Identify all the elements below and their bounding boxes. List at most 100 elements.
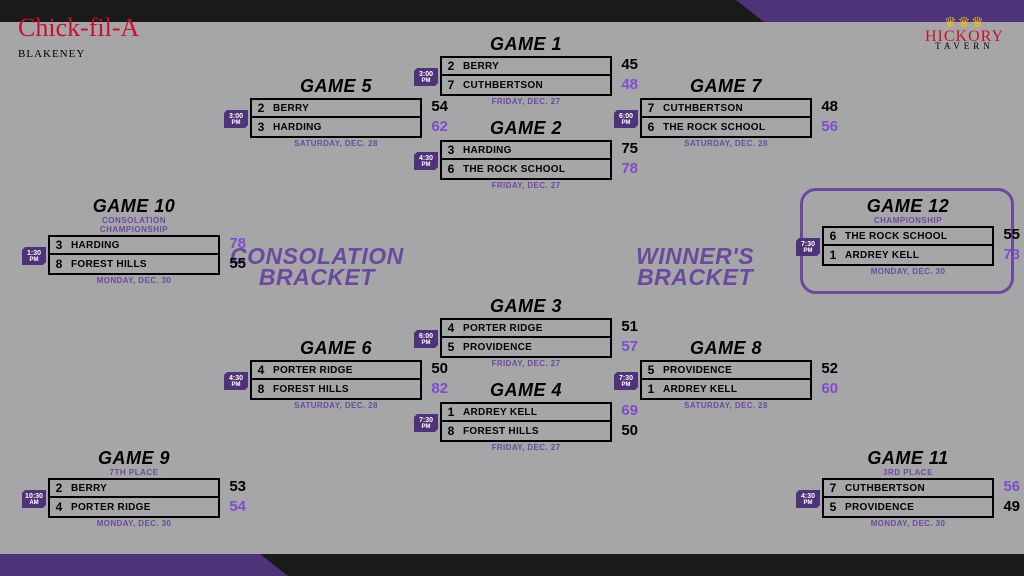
score-2: 60 [821, 380, 838, 397]
seed: 2 [442, 59, 460, 73]
matchup-row-1: 5 PROVIDENCE [640, 360, 812, 380]
score-1: 75 [621, 140, 638, 157]
game-time: 7:30PM [414, 414, 438, 432]
score-2: 56 [821, 118, 838, 135]
score-1: 56 [1003, 478, 1020, 495]
game-time: 10:30AM [22, 490, 46, 508]
matchup-row-2: 5 PROVIDENCE [822, 498, 994, 518]
score-1: 50 [431, 360, 448, 377]
game-date: SATURDAY, DEC. 28 [640, 401, 812, 410]
team-name: CUTHBERTSON [842, 483, 992, 494]
game-title: GAME 3 [440, 296, 612, 317]
team-name: THE ROCK SCHOOL [842, 231, 992, 242]
game-date: FRIDAY, DEC. 27 [440, 443, 612, 452]
seed: 3 [50, 238, 68, 252]
matchup-row-1: 3 HARDING [440, 140, 612, 160]
sponsor-logo-right: ♛♛♛ HICKORY TAVERN [925, 18, 1004, 51]
team-name: PORTER RIDGE [68, 502, 218, 513]
seed: 6 [642, 120, 660, 134]
matchup-row-2: 6 THE ROCK SCHOOL [640, 118, 812, 138]
game-rows: 4:30PM 4 PORTER RIDGE 8 FOREST HILLS 50 … [250, 360, 422, 400]
game-title: GAME 4 [440, 380, 612, 401]
game-time: 1:30PM [22, 247, 46, 265]
team-name: CUTHBERTSON [660, 103, 810, 114]
game-7: GAME 7 6:00PM 7 CUTHBERTSON 6 THE ROCK S… [640, 76, 812, 148]
game-date: MONDAY, DEC. 30 [822, 267, 994, 276]
matchup-row-2: 4 PORTER RIDGE [48, 498, 220, 518]
matchup-row-1: 2 BERRY [250, 98, 422, 118]
team-name: FOREST HILLS [460, 426, 610, 437]
game-3: GAME 3 6:00PM 4 PORTER RIDGE 5 PROVIDENC… [440, 296, 612, 368]
matchup-row-1: 2 BERRY [440, 56, 612, 76]
seed: 1 [442, 405, 460, 419]
game-6: GAME 6 4:30PM 4 PORTER RIDGE 8 FOREST HI… [250, 338, 422, 410]
matchup-row-2: 8 FOREST HILLS [48, 255, 220, 275]
game-date: MONDAY, DEC. 30 [822, 519, 994, 528]
score-1: 53 [229, 478, 246, 495]
consolation-bracket-title: CONSOLATION BRACKET [230, 246, 404, 288]
score-1: 69 [621, 402, 638, 419]
game-date: SATURDAY, DEC. 28 [250, 401, 422, 410]
sponsor-right-sub: TAVERN [925, 43, 1004, 51]
game-title: GAME 1 [440, 34, 612, 55]
game-2: GAME 2 4:30PM 3 HARDING 6 THE ROCK SCHOO… [440, 118, 612, 190]
team-name: CUTHBERTSON [460, 80, 610, 91]
matchup-row-2: 5 PROVIDENCE [440, 338, 612, 358]
score-1: 48 [821, 98, 838, 115]
game-rows: 7:30PM 6 THE ROCK SCHOOL 1 ARDREY KELL 5… [822, 226, 994, 266]
team-name: ARDREY KELL [660, 384, 810, 395]
matchup-row-1: 3 HARDING [48, 235, 220, 255]
matchup-row-2: 3 HARDING [250, 118, 422, 138]
score-1: 52 [821, 360, 838, 377]
game-title: GAME 7 [640, 76, 812, 97]
game-rows: 1:30PM 3 HARDING 8 FOREST HILLS 78 55 [48, 235, 220, 275]
game-rows: 4:30PM 7 CUTHBERTSON 5 PROVIDENCE 56 49 [822, 478, 994, 518]
sponsor-left-sub: BLAKENEY [18, 48, 85, 60]
game-rows: 10:30AM 2 BERRY 4 PORTER RIDGE 53 54 [48, 478, 220, 518]
game-rows: 6:00PM 4 PORTER RIDGE 5 PROVIDENCE 51 57 [440, 318, 612, 358]
game-subtitle: CONSOLATIONCHAMPIONSHIP [48, 216, 220, 234]
game-title: GAME 12 [822, 196, 994, 217]
winners-bracket-title: WINNER'S BRACKET [636, 246, 754, 288]
seed: 3 [442, 143, 460, 157]
team-name: THE ROCK SCHOOL [460, 164, 610, 175]
score-2: 55 [229, 255, 246, 272]
team-name: FOREST HILLS [68, 259, 218, 270]
seed: 5 [442, 340, 460, 354]
game-time: 6:00PM [614, 110, 638, 128]
game-rows: 7:30PM 1 ARDREY KELL 8 FOREST HILLS 69 5… [440, 402, 612, 442]
matchup-row-1: 4 PORTER RIDGE [250, 360, 422, 380]
team-name: FOREST HILLS [270, 384, 420, 395]
team-name: PROVIDENCE [842, 502, 992, 513]
score-2: 48 [621, 76, 638, 93]
game-8: GAME 8 7:30PM 5 PROVIDENCE 1 ARDREY KELL… [640, 338, 812, 410]
game-date: FRIDAY, DEC. 27 [440, 97, 612, 106]
game-rows: 3:00PM 2 BERRY 3 HARDING 54 62 [250, 98, 422, 138]
team-name: BERRY [270, 103, 420, 114]
matchup-row-1: 1 ARDREY KELL [440, 402, 612, 422]
seed: 8 [442, 424, 460, 438]
seed: 6 [442, 162, 460, 176]
seed: 5 [824, 500, 842, 514]
team-name: PORTER RIDGE [460, 323, 610, 334]
sponsor-logo-left: Chick-fil-A BLAKENEY [18, 18, 139, 60]
team-name: HARDING [68, 240, 218, 251]
team-name: BERRY [68, 483, 218, 494]
score-1: 45 [621, 56, 638, 73]
seed: 7 [442, 78, 460, 92]
matchup-row-1: 6 THE ROCK SCHOOL [822, 226, 994, 246]
seed: 7 [642, 101, 660, 115]
game-title: GAME 2 [440, 118, 612, 139]
game-10: GAME 10 CONSOLATIONCHAMPIONSHIP 1:30PM 3… [48, 196, 220, 285]
seed: 4 [442, 321, 460, 335]
score-2: 57 [621, 338, 638, 355]
score-2: 82 [431, 380, 448, 397]
game-subtitle: 3RD PLACE [822, 468, 994, 477]
bottom-bar [0, 554, 1024, 576]
team-name: ARDREY KELL [460, 407, 610, 418]
seed: 7 [824, 481, 842, 495]
team-name: ARDREY KELL [842, 250, 992, 261]
game-date: MONDAY, DEC. 30 [48, 519, 220, 528]
game-date: FRIDAY, DEC. 27 [440, 181, 612, 190]
game-title: GAME 11 [822, 448, 994, 469]
